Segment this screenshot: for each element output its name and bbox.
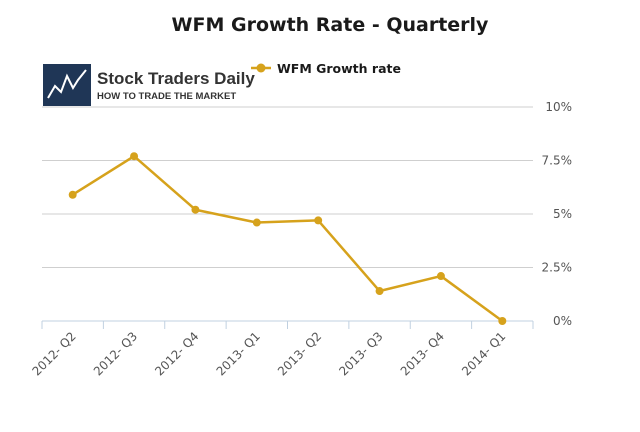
data-point[interactable] bbox=[68, 190, 77, 199]
legend-label: WFM Growth rate bbox=[277, 61, 401, 76]
y-tick-label: 2.5% bbox=[542, 261, 573, 275]
y-tick-label: 5% bbox=[553, 207, 572, 221]
logo-tagline: HOW TO TRADE THE MARKET bbox=[97, 91, 236, 102]
x-tick-label: 2013- Q1 bbox=[214, 329, 263, 378]
logo-icon bbox=[43, 64, 91, 106]
series bbox=[68, 152, 507, 325]
x-tick-label: 2014- Q1 bbox=[459, 329, 508, 378]
grid bbox=[42, 106, 533, 268]
stock-traders-daily-logo: Stock Traders Daily HOW TO TRADE THE MAR… bbox=[43, 64, 255, 106]
data-point[interactable] bbox=[191, 205, 200, 214]
x-axis bbox=[41, 320, 534, 329]
x-axis-labels: 2012- Q2 2012- Q3 2012- Q4 2013- Q1 2013- Q2… bbox=[29, 329, 508, 378]
chart-title: WFM Growth Rate - Quarterly bbox=[172, 14, 490, 36]
legend-dot-marker bbox=[256, 63, 266, 73]
x-tick-label: 2012- Q4 bbox=[152, 329, 201, 378]
x-tick-label: 2012- Q2 bbox=[29, 329, 78, 378]
series-line bbox=[72, 154, 504, 323]
y-tick-label: 7.5% bbox=[542, 154, 573, 168]
legend[interactable]: WFM Growth rate bbox=[251, 61, 401, 76]
data-point[interactable] bbox=[436, 272, 445, 281]
x-tick-label: 2013- Q4 bbox=[398, 329, 447, 378]
logo-chart-line-icon bbox=[47, 69, 87, 99]
x-tick-label: 2012- Q3 bbox=[91, 329, 140, 378]
data-point[interactable] bbox=[498, 317, 507, 325]
data-point[interactable] bbox=[375, 287, 384, 296]
data-point[interactable] bbox=[252, 218, 261, 227]
y-tick-label: 0% bbox=[553, 314, 572, 328]
data-point[interactable] bbox=[130, 152, 139, 161]
y-axis: 0% 2.5% 5% 7.5% 10% bbox=[542, 100, 573, 328]
data-point[interactable] bbox=[314, 216, 323, 225]
logo-name: Stock Traders Daily bbox=[97, 69, 255, 88]
x-tick-label: 2013- Q2 bbox=[275, 329, 324, 378]
x-tick-label: 2013- Q3 bbox=[336, 329, 385, 378]
y-tick-label: 10% bbox=[545, 100, 572, 114]
